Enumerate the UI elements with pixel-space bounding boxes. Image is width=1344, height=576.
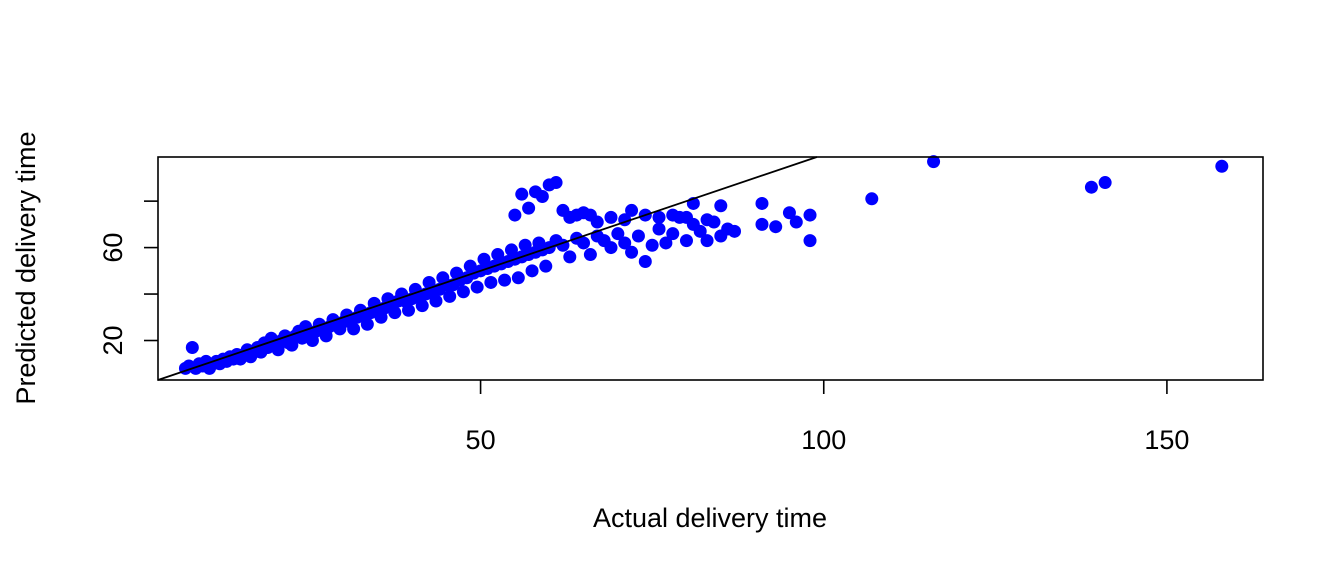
data-point <box>1215 159 1229 173</box>
data-point <box>865 192 879 206</box>
data-point <box>515 187 529 201</box>
data-point <box>604 241 618 255</box>
data-point <box>347 322 361 336</box>
data-point <box>769 220 783 234</box>
data-point <box>525 264 539 278</box>
data-point <box>508 208 522 222</box>
data-point <box>535 189 549 203</box>
data-point <box>625 203 639 217</box>
x-tick-label: 100 <box>801 425 846 455</box>
data-point <box>1084 180 1098 194</box>
data-point <box>803 208 817 222</box>
data-point <box>927 155 941 169</box>
reference-line <box>157 156 818 381</box>
data-point <box>803 234 817 248</box>
data-point <box>679 234 693 248</box>
data-point <box>185 340 199 354</box>
y-tick-label: 20 <box>98 325 128 355</box>
data-point <box>700 234 714 248</box>
data-point <box>638 255 652 269</box>
data-point <box>1098 176 1112 190</box>
data-point <box>388 306 402 320</box>
data-point <box>645 238 659 252</box>
data-point <box>443 289 457 303</box>
data-point <box>583 248 597 262</box>
data-point <box>577 236 591 250</box>
y-axis-title: Predicted delivery time <box>11 131 41 404</box>
data-point <box>590 215 604 229</box>
data-point <box>456 285 470 299</box>
data-point <box>563 250 577 264</box>
data-point <box>700 213 714 227</box>
data-point <box>618 236 632 250</box>
data-point <box>604 210 618 224</box>
data-point <box>549 176 563 190</box>
data-point <box>755 217 769 231</box>
data-point <box>484 275 498 289</box>
data-point <box>360 317 374 331</box>
x-tick-label: 50 <box>466 425 496 455</box>
x-axis-title: Actual delivery time <box>593 503 827 533</box>
data-point <box>666 208 680 222</box>
data-point <box>728 224 742 238</box>
data-point <box>470 280 484 294</box>
x-axis: 50 100 150 <box>466 380 1189 455</box>
x-tick-label: 150 <box>1144 425 1189 455</box>
data-point <box>631 229 645 243</box>
data-point <box>522 201 536 215</box>
data-point <box>402 303 416 317</box>
data-point <box>782 206 796 220</box>
data-point <box>755 196 769 210</box>
data-point <box>511 271 525 285</box>
reference-line-layer <box>157 156 818 381</box>
plot-frame <box>157 156 1264 381</box>
data-point <box>652 222 666 236</box>
data-point <box>415 299 429 313</box>
data-point <box>789 215 803 229</box>
data-point <box>539 259 553 273</box>
data-point <box>714 199 728 213</box>
data-point <box>611 227 625 241</box>
data-point <box>625 245 639 259</box>
data-point <box>666 227 680 241</box>
data-point <box>693 224 707 238</box>
data-point <box>659 236 673 250</box>
y-tick-label: 60 <box>98 233 128 263</box>
data-point <box>429 294 443 308</box>
data-point <box>498 273 512 287</box>
data-point <box>652 210 666 224</box>
data-point <box>679 210 693 224</box>
points-layer <box>178 155 1229 375</box>
